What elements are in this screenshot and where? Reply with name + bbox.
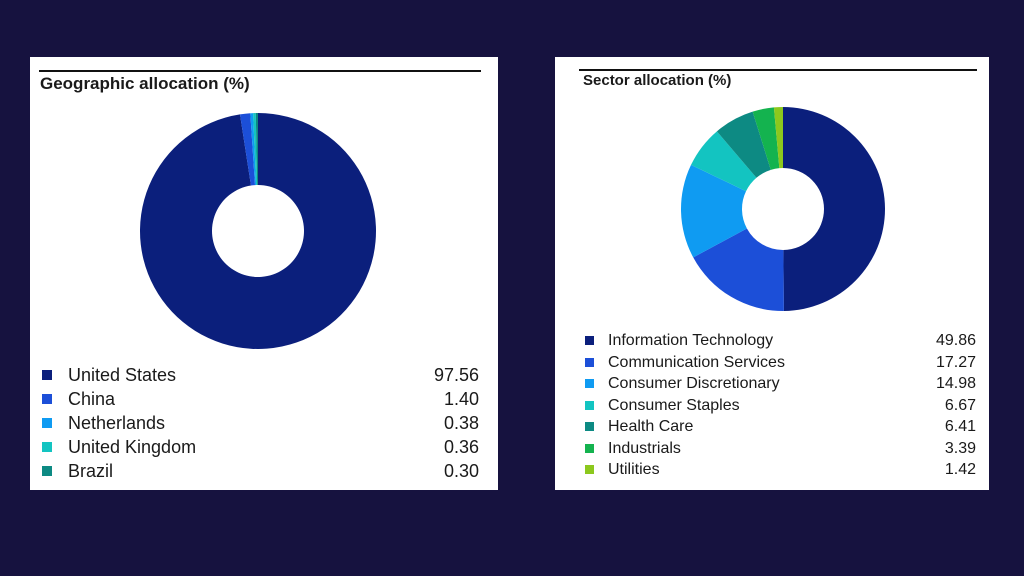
- geographic-allocation-panel: Geographic allocation (%) United States 9…: [30, 57, 498, 490]
- legend-label: Netherlands: [68, 413, 166, 433]
- legend-value: 6.67: [944, 396, 976, 414]
- geographic-donut-chart: [140, 113, 376, 349]
- legend-item-utilities: Utilities 1.42: [585, 459, 976, 481]
- chart-title: Geographic allocation (%): [40, 74, 250, 93]
- legend-label: Information Technology: [608, 332, 774, 349]
- legend-label: Communication Services: [608, 353, 785, 371]
- legend-item-brazil: Brazil 0.30: [42, 459, 479, 483]
- legend-swatch: [42, 370, 52, 380]
- slice-utilities: [773, 107, 783, 169]
- slice-consumer-discretionary: [681, 164, 747, 258]
- slice-united-states: [140, 113, 376, 349]
- slice-communication-services: [693, 228, 784, 311]
- legend-value: 1.42: [944, 461, 976, 478]
- legend-swatch: [42, 394, 52, 404]
- legend-item-united-states: United States 97.56: [42, 363, 479, 387]
- legend-swatch: [585, 357, 594, 367]
- legend-value: 0.38: [443, 413, 479, 433]
- sector-donut-chart: [681, 107, 886, 311]
- legend-label: Brazil: [68, 461, 114, 481]
- legend-item-consumer-staples: Consumer Staples 6.67: [585, 395, 976, 417]
- slice-information-technology: [783, 107, 886, 311]
- legend-item-health-care: Health Care 6.41: [585, 416, 976, 438]
- slice-china: [239, 113, 255, 186]
- legend-value: 17.27: [935, 353, 976, 371]
- legend-value: 0.36: [443, 437, 479, 457]
- legend-label: Consumer Discretionary: [608, 375, 780, 392]
- legend-label: Industrials: [608, 439, 681, 457]
- legend-label: United States: [68, 365, 177, 385]
- legend-value: 0.30: [443, 461, 479, 481]
- chart-title: Sector allocation (%): [583, 72, 732, 89]
- title-rule: [39, 70, 481, 72]
- legend-value: 6.41: [944, 418, 976, 435]
- legend-item-china: China 1.40: [42, 387, 479, 411]
- legend-swatch: [42, 418, 52, 428]
- slice-health-care: [716, 111, 771, 178]
- legend-item-information-technology: Information Technology 49.86: [585, 330, 976, 352]
- legend-item-communication-services: Communication Services 17.27: [585, 352, 976, 374]
- legend-value: 97.56: [433, 365, 479, 385]
- legend-item-consumer-discretionary: Consumer Discretionary 14.98: [585, 373, 976, 395]
- legend-value: 49.86: [935, 332, 976, 349]
- legend-swatch: [585, 465, 594, 474]
- legend-value: 14.98: [935, 375, 976, 392]
- sector-legend: Information Technology 49.86 Communication…: [585, 330, 976, 481]
- legend-label: Consumer Staples: [608, 396, 740, 414]
- title-rule: [579, 69, 977, 71]
- legend-swatch: [585, 443, 594, 453]
- legend-item-netherlands: Netherlands 0.38: [42, 411, 479, 435]
- legend-swatch: [42, 466, 52, 476]
- legend-label: Utilities: [608, 461, 660, 478]
- legend-label: Health Care: [608, 418, 694, 435]
- slice-consumer-staples: [691, 131, 757, 192]
- legend-swatch: [585, 422, 594, 431]
- legend-label: China: [68, 389, 116, 409]
- legend-value: 3.39: [944, 439, 976, 457]
- geographic-legend: United States 97.56 China 1.40 Netherlands 0.…: [42, 363, 479, 483]
- legend-swatch: [585, 336, 594, 345]
- legend-label: United Kingdom: [68, 437, 197, 457]
- legend-item-industrials: Industrials 3.39: [585, 438, 976, 460]
- legend-item-united-kingdom: United Kingdom 0.36: [42, 435, 479, 459]
- slice-brazil: [255, 113, 258, 186]
- slice-industrials: [752, 107, 780, 170]
- sector-allocation-panel: Sector allocation (%) Information Techno…: [555, 57, 989, 490]
- legend-swatch: [585, 400, 594, 410]
- slice-netherlands: [250, 113, 257, 186]
- legend-swatch: [42, 442, 52, 452]
- legend-value: 1.40: [443, 389, 479, 409]
- legend-swatch: [585, 379, 594, 388]
- slice-united-kingdom: [253, 113, 258, 186]
